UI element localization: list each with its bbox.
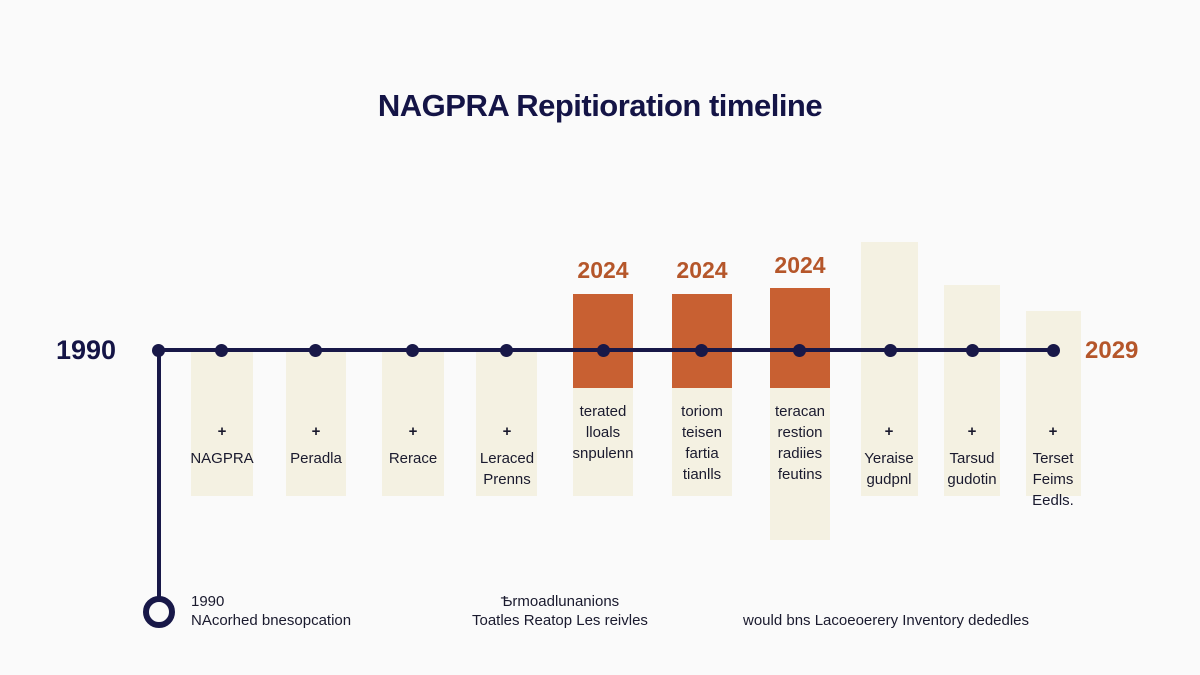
column-9-text: + Tarsud gudotin: [917, 421, 1027, 490]
timeline-node: [152, 344, 165, 357]
column-10-line-1: Terset: [1032, 450, 1074, 467]
plus-icon: +: [217, 423, 227, 440]
timeline-column-7-lower: [770, 388, 830, 540]
bottom-left-year: 1990: [191, 593, 225, 610]
plus-icon: +: [884, 423, 894, 440]
column-6-line-4: tianlls: [682, 466, 722, 483]
timeline-title: NAGPRA Repitioration timeline: [377, 88, 823, 123]
timeline-start-label: 1990: [56, 335, 117, 365]
timeline-column-9: [944, 285, 1000, 496]
column-6-text: toriom teisen fartia tianlls: [647, 401, 757, 485]
column-4-text: + Leraced Prenns: [452, 421, 562, 490]
timeline-column-10: [1026, 311, 1081, 496]
timeline-node: [695, 344, 708, 357]
column-6-line-3: fartia: [685, 445, 719, 462]
timeline-node: [406, 344, 419, 357]
timeline-column-8: [861, 242, 918, 496]
column-8-line-1: Yeraise: [864, 450, 914, 467]
column-10-text: + Terset Feims Eedls.: [998, 421, 1108, 511]
timeline-column-6-highlight: [672, 294, 732, 388]
column-3-text: + Rerace: [358, 421, 468, 469]
bottom-middle-line-1: Ѣrmoadlunanions: [500, 593, 620, 610]
timeline-node: [793, 344, 806, 357]
timeline-node: [215, 344, 228, 357]
bottom-left-annotation: 1990 NAcorhed bnesopcation: [191, 592, 351, 630]
plus-icon: +: [502, 423, 512, 440]
column-6-year: 2024: [676, 257, 728, 283]
timeline-column-2: [286, 352, 346, 496]
timeline-vertical-connector: [157, 350, 161, 610]
column-10-line-3: Eedls.: [1032, 492, 1074, 509]
timeline-column-1: [191, 352, 253, 496]
plus-icon: +: [1048, 423, 1058, 440]
timeline-start-marker: [143, 596, 175, 628]
timeline-column-6-lower: [672, 388, 732, 496]
bottom-left-text: NAcorhed bnesopcation: [191, 612, 352, 629]
timeline-column-3: [382, 352, 444, 496]
timeline-node: [966, 344, 979, 357]
column-1-line-1: NAGPRA: [190, 450, 254, 467]
timeline-node: [884, 344, 897, 357]
timeline-column-7-highlight: [770, 288, 830, 388]
timeline-node: [1047, 344, 1060, 357]
timeline-column-5-lower: [573, 388, 633, 496]
column-7-line-4: feutins: [777, 466, 823, 483]
bottom-middle-line-2: Toatles Reatop Les reivles: [472, 612, 648, 629]
column-5-line-1: terated: [579, 403, 627, 420]
plus-icon: +: [408, 423, 418, 440]
plus-icon: +: [311, 423, 321, 440]
timeline-end-label: 2029: [1085, 337, 1139, 364]
column-7-line-3: radiies: [777, 445, 823, 462]
column-8-line-2: gudpnl: [866, 471, 912, 488]
plus-icon: +: [967, 423, 977, 440]
column-8-text: + Yeraise gudpnl: [834, 421, 944, 490]
column-6-line-2: teisen: [681, 424, 723, 441]
column-6-line-1: toriom: [681, 403, 723, 420]
column-5-text: terated lloals snpulenn: [548, 401, 658, 464]
bottom-right-annotation: would bns Lacoeoerery Inventory dededles: [743, 612, 1030, 629]
column-9-line-2: gudotin: [947, 471, 997, 488]
bottom-middle-annotation: Ѣrmoadlunanions Toatles Reatop Les reivl…: [472, 592, 648, 630]
column-5-line-2: lloals: [585, 424, 621, 441]
column-3-line-1: Rerace: [388, 450, 438, 467]
column-4-line-2: Prenns: [483, 471, 531, 488]
timeline-node: [309, 344, 322, 357]
column-7-line-2: restion: [777, 424, 823, 441]
column-5-year: 2024: [577, 257, 629, 283]
column-2-text: + Peradla: [261, 421, 371, 469]
column-9-line-1: Tarsud: [949, 450, 995, 467]
column-7-year: 2024: [774, 252, 826, 278]
column-7-line-1: teracan: [774, 403, 826, 420]
timeline-node: [597, 344, 610, 357]
column-10-line-2: Feims: [1032, 471, 1074, 488]
column-5-line-3: snpulenn: [572, 445, 634, 462]
timeline-column-4: [476, 352, 537, 496]
timeline-node: [500, 344, 513, 357]
column-1-text: + NAGPRA: [167, 421, 277, 469]
timeline-column-5-highlight: [573, 294, 633, 388]
column-7-text: teracan restion radiies feutins: [745, 401, 855, 485]
column-4-line-1: Leraced: [479, 450, 535, 467]
column-2-line-1: Peradla: [290, 450, 342, 467]
